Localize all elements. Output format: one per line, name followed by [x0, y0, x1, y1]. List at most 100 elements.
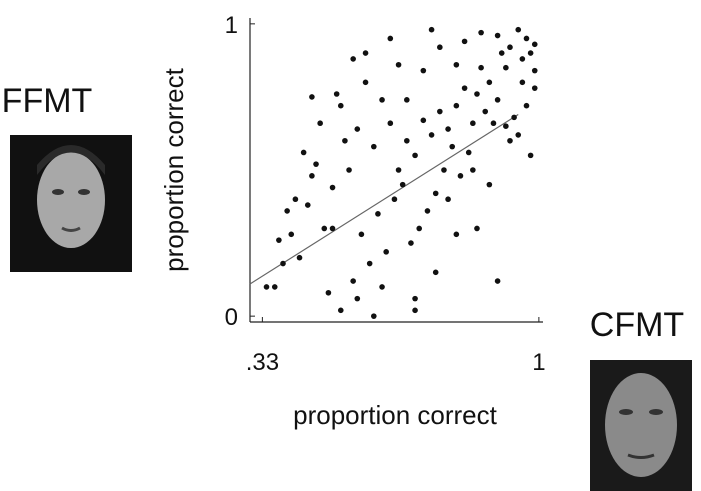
point: [362, 50, 369, 56]
point: [371, 143, 377, 150]
point: [292, 196, 299, 203]
point: [395, 167, 402, 173]
point: [470, 167, 476, 173]
point: [523, 102, 530, 109]
x-tick-label: 1: [532, 349, 545, 376]
point: [486, 181, 493, 188]
y-tick-label: 0: [225, 304, 238, 331]
point: [515, 26, 522, 33]
point: [395, 61, 402, 68]
x-axis-label: proportion correct: [293, 400, 498, 430]
cfmt-label: CFMT: [590, 306, 684, 344]
point: [461, 85, 468, 91]
point: [379, 97, 385, 103]
point: [432, 269, 439, 276]
point: [527, 152, 534, 159]
point: [358, 231, 365, 238]
point: [420, 117, 427, 124]
point: [284, 208, 290, 214]
point: [498, 50, 505, 56]
point: [412, 307, 418, 314]
point: [309, 94, 315, 100]
point: [383, 249, 389, 255]
point: [424, 208, 431, 214]
point: [474, 225, 480, 232]
point: [507, 137, 513, 144]
y-axis-label: proportion correct: [159, 67, 189, 272]
point: [354, 295, 361, 302]
point: [263, 284, 270, 290]
point: [271, 284, 278, 290]
point: [404, 97, 410, 103]
point: [350, 278, 356, 284]
cfmt-face: [590, 360, 692, 491]
point: [428, 26, 435, 33]
point: [494, 278, 501, 284]
point: [391, 196, 398, 203]
point: [437, 108, 443, 115]
point: [503, 123, 509, 129]
point: [527, 50, 534, 56]
point: [482, 108, 489, 115]
point: [445, 126, 451, 132]
point: [416, 225, 422, 232]
point: [387, 120, 394, 127]
point: [453, 61, 460, 68]
point: [379, 284, 385, 290]
point: [478, 29, 484, 36]
point: [523, 35, 530, 42]
point: [494, 32, 501, 39]
point: [511, 114, 517, 121]
point: [507, 44, 513, 51]
point: [474, 91, 480, 97]
point: [470, 120, 476, 127]
point: [531, 85, 538, 91]
point: [449, 143, 456, 150]
point: [280, 260, 286, 267]
point: [309, 173, 315, 179]
point: [503, 64, 509, 71]
point: [420, 67, 427, 74]
point: [515, 132, 522, 138]
point: [296, 254, 303, 261]
point: [387, 35, 394, 42]
point: [342, 137, 348, 144]
point: [408, 240, 414, 246]
point: [412, 295, 418, 302]
point: [404, 137, 410, 144]
point: [333, 91, 340, 97]
x-tick-label: .33: [246, 349, 279, 376]
point: [354, 126, 361, 132]
point: [366, 260, 373, 267]
point: [321, 225, 328, 232]
point: [478, 64, 484, 71]
point: [371, 313, 377, 319]
ffmt-face: [10, 135, 132, 272]
fit-line: [249, 113, 519, 285]
point: [325, 289, 332, 296]
point: [346, 167, 352, 173]
point: [350, 56, 356, 62]
point: [428, 132, 435, 138]
point: [519, 79, 526, 86]
point: [362, 79, 369, 86]
point: [337, 307, 344, 314]
point: [465, 149, 472, 156]
point: [329, 184, 336, 191]
point: [399, 181, 406, 188]
point: [457, 173, 464, 179]
point: [375, 211, 381, 217]
point: [461, 38, 468, 45]
y-tick-label: 1: [225, 12, 238, 39]
point: [329, 225, 336, 232]
ffmt-label: FFMT: [2, 82, 93, 120]
point: [337, 102, 344, 109]
point: [486, 79, 493, 86]
point: [313, 161, 319, 167]
point: [519, 56, 526, 62]
point: [317, 120, 323, 127]
point: [445, 196, 451, 203]
point: [300, 149, 307, 156]
point: [494, 97, 501, 103]
